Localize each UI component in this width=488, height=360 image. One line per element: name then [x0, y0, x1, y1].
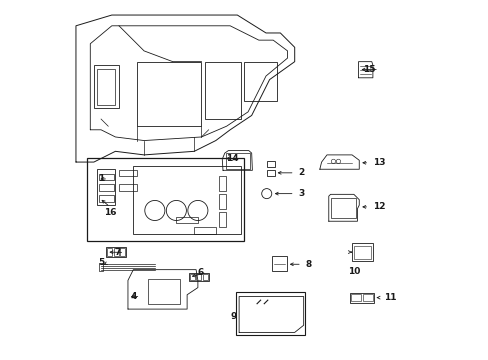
Text: 16: 16 — [103, 208, 116, 217]
Bar — [204, 62, 241, 119]
Bar — [351, 243, 372, 261]
Bar — [120, 248, 125, 256]
Bar — [272, 256, 286, 271]
Text: 9: 9 — [230, 312, 236, 321]
Bar — [119, 184, 137, 191]
Bar — [119, 170, 137, 176]
Bar — [99, 195, 113, 202]
Bar — [219, 176, 225, 191]
Bar — [219, 194, 225, 209]
Bar — [94, 65, 119, 108]
Text: 4: 4 — [130, 292, 137, 301]
Bar — [188, 273, 208, 281]
Bar — [225, 153, 250, 168]
Text: 11: 11 — [384, 293, 396, 302]
Bar — [99, 174, 113, 180]
Bar — [86, 158, 244, 241]
Text: 10: 10 — [347, 267, 359, 276]
Bar — [194, 227, 215, 234]
Bar — [106, 247, 126, 257]
Bar — [99, 184, 113, 191]
Bar — [189, 274, 194, 280]
Text: 7: 7 — [114, 248, 121, 257]
Bar — [349, 293, 373, 303]
Bar — [235, 292, 305, 335]
Text: 15: 15 — [362, 65, 375, 74]
Bar — [97, 69, 115, 105]
Text: 13: 13 — [372, 158, 385, 167]
Bar — [362, 294, 372, 301]
Text: 8: 8 — [305, 260, 311, 269]
Text: 2: 2 — [298, 168, 304, 177]
Bar — [244, 62, 276, 101]
Bar — [99, 263, 102, 271]
Bar — [203, 274, 207, 280]
Text: 14: 14 — [225, 154, 238, 163]
Text: 5: 5 — [98, 258, 104, 267]
Text: 1: 1 — [98, 175, 104, 184]
Bar — [266, 161, 274, 167]
Text: 12: 12 — [372, 202, 385, 211]
Bar — [147, 279, 180, 304]
Bar — [219, 212, 225, 226]
Bar — [353, 246, 370, 258]
Bar — [107, 248, 112, 256]
Text: 3: 3 — [298, 189, 304, 198]
Bar — [114, 248, 119, 256]
Bar — [351, 294, 360, 301]
Bar — [137, 62, 201, 126]
Bar — [176, 217, 198, 223]
Bar — [97, 169, 115, 205]
Text: 6: 6 — [197, 268, 203, 277]
Bar — [330, 198, 355, 218]
Bar — [196, 274, 201, 280]
Bar — [133, 166, 241, 234]
Bar — [266, 170, 274, 176]
